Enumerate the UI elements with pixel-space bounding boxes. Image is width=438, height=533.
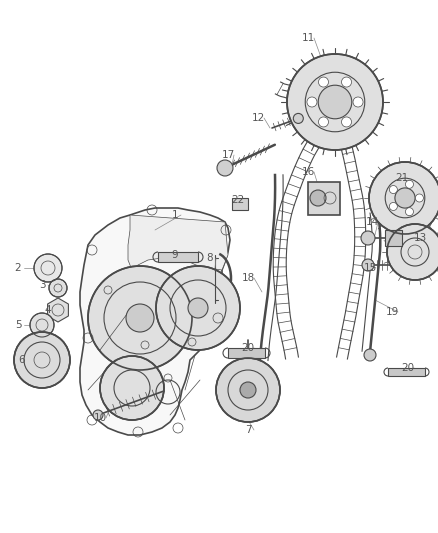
Text: 19: 19 bbox=[385, 307, 399, 317]
Text: 11: 11 bbox=[301, 33, 314, 43]
Polygon shape bbox=[128, 215, 228, 270]
Text: 8: 8 bbox=[207, 253, 213, 263]
Text: 7: 7 bbox=[245, 425, 251, 435]
Polygon shape bbox=[48, 298, 68, 322]
Circle shape bbox=[287, 54, 383, 150]
Text: 14: 14 bbox=[365, 217, 378, 227]
Circle shape bbox=[310, 190, 326, 206]
Circle shape bbox=[30, 313, 54, 337]
Circle shape bbox=[49, 279, 67, 297]
Circle shape bbox=[100, 356, 164, 420]
Circle shape bbox=[364, 349, 376, 361]
Polygon shape bbox=[232, 198, 248, 210]
Text: 1: 1 bbox=[172, 210, 178, 220]
Text: 21: 21 bbox=[396, 173, 409, 183]
Text: 20: 20 bbox=[241, 343, 254, 353]
Text: 22: 22 bbox=[231, 195, 245, 205]
Circle shape bbox=[88, 266, 192, 370]
Circle shape bbox=[307, 97, 317, 107]
Circle shape bbox=[387, 224, 438, 280]
Text: 10: 10 bbox=[93, 413, 106, 423]
Polygon shape bbox=[388, 368, 425, 376]
Text: 18: 18 bbox=[241, 273, 254, 283]
Circle shape bbox=[369, 162, 438, 234]
Text: 6: 6 bbox=[19, 355, 25, 365]
Circle shape bbox=[342, 117, 352, 127]
Circle shape bbox=[14, 332, 70, 388]
Circle shape bbox=[389, 203, 397, 211]
Circle shape bbox=[406, 180, 413, 188]
Text: 16: 16 bbox=[301, 167, 314, 177]
Circle shape bbox=[395, 188, 415, 208]
Circle shape bbox=[217, 160, 233, 176]
Circle shape bbox=[318, 117, 328, 127]
Circle shape bbox=[415, 194, 424, 202]
Circle shape bbox=[318, 77, 328, 87]
Circle shape bbox=[353, 97, 363, 107]
Text: 2: 2 bbox=[15, 263, 21, 273]
Circle shape bbox=[93, 410, 103, 420]
Text: 13: 13 bbox=[413, 233, 427, 243]
Circle shape bbox=[34, 254, 62, 282]
Circle shape bbox=[389, 185, 397, 193]
Text: 17: 17 bbox=[221, 150, 235, 160]
Circle shape bbox=[362, 259, 374, 271]
Text: 15: 15 bbox=[364, 263, 377, 273]
Text: 3: 3 bbox=[39, 280, 45, 290]
Circle shape bbox=[240, 382, 256, 398]
Polygon shape bbox=[80, 208, 230, 435]
Circle shape bbox=[216, 358, 280, 422]
Circle shape bbox=[342, 77, 352, 87]
Polygon shape bbox=[228, 348, 265, 358]
Circle shape bbox=[188, 298, 208, 318]
Circle shape bbox=[126, 304, 154, 332]
Circle shape bbox=[406, 208, 413, 216]
Polygon shape bbox=[158, 252, 198, 262]
Circle shape bbox=[156, 266, 240, 350]
Circle shape bbox=[361, 231, 375, 245]
Text: 4: 4 bbox=[45, 305, 51, 315]
Circle shape bbox=[318, 85, 352, 119]
Text: 5: 5 bbox=[15, 320, 21, 330]
Text: 20: 20 bbox=[402, 363, 414, 373]
Polygon shape bbox=[308, 182, 340, 215]
Text: 9: 9 bbox=[172, 250, 178, 260]
Polygon shape bbox=[385, 230, 402, 246]
Text: 12: 12 bbox=[251, 113, 265, 123]
Circle shape bbox=[293, 114, 303, 124]
